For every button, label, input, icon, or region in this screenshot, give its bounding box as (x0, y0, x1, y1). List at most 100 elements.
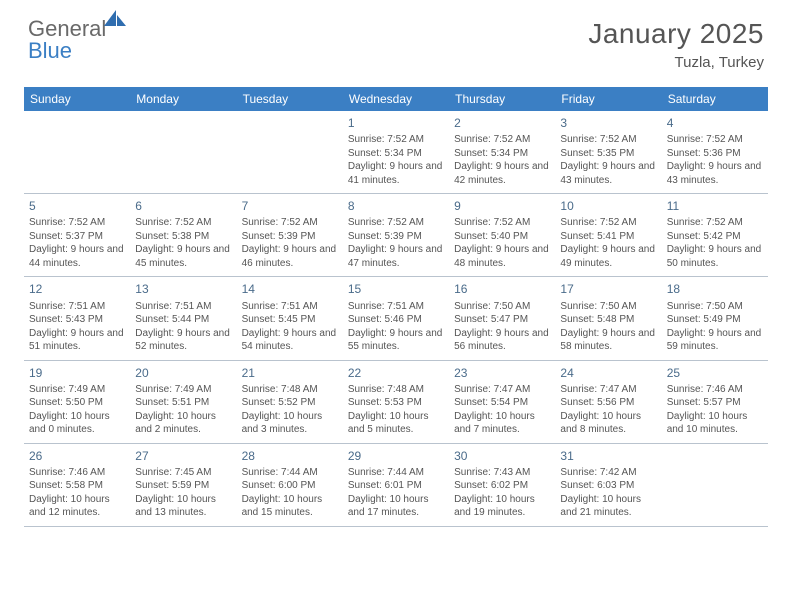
sunrise-line: Sunrise: 7:50 AM (560, 300, 656, 314)
daylight-line: Daylight: 9 hours and 59 minutes. (667, 327, 763, 354)
sunset-line: Sunset: 5:36 PM (667, 147, 763, 161)
sunrise-line: Sunrise: 7:44 AM (242, 466, 338, 480)
sunrise-line: Sunrise: 7:52 AM (454, 216, 550, 230)
sunrise-line: Sunrise: 7:46 AM (667, 383, 763, 397)
sunset-line: Sunset: 5:38 PM (135, 230, 231, 244)
sunset-line: Sunset: 5:34 PM (348, 147, 444, 161)
sunrise-line: Sunrise: 7:52 AM (560, 216, 656, 230)
calendar-day-cell: 21Sunrise: 7:48 AMSunset: 5:52 PMDayligh… (237, 360, 343, 443)
logo: General Blue (28, 18, 126, 62)
calendar-day-cell: 12Sunrise: 7:51 AMSunset: 5:43 PMDayligh… (24, 277, 130, 360)
weekday-header: Wednesday (343, 87, 449, 111)
sunrise-line: Sunrise: 7:52 AM (348, 216, 444, 230)
calendar-empty-cell (24, 111, 130, 194)
sunset-line: Sunset: 5:42 PM (667, 230, 763, 244)
day-number: 30 (454, 448, 550, 464)
daylight-line: Daylight: 9 hours and 51 minutes. (29, 327, 125, 354)
calendar-day-cell: 5Sunrise: 7:52 AMSunset: 5:37 PMDaylight… (24, 194, 130, 277)
sunrise-line: Sunrise: 7:52 AM (242, 216, 338, 230)
calendar-day-cell: 17Sunrise: 7:50 AMSunset: 5:48 PMDayligh… (555, 277, 661, 360)
sunset-line: Sunset: 5:59 PM (135, 479, 231, 493)
sunrise-line: Sunrise: 7:43 AM (454, 466, 550, 480)
calendar-week-row: 1Sunrise: 7:52 AMSunset: 5:34 PMDaylight… (24, 111, 768, 194)
sunset-line: Sunset: 6:01 PM (348, 479, 444, 493)
day-number: 16 (454, 281, 550, 297)
location-label: Tuzla, Turkey (588, 54, 764, 71)
calendar-day-cell: 8Sunrise: 7:52 AMSunset: 5:39 PMDaylight… (343, 194, 449, 277)
weekday-header-row: SundayMondayTuesdayWednesdayThursdayFrid… (24, 87, 768, 111)
daylight-line: Daylight: 10 hours and 10 minutes. (667, 410, 763, 437)
sunrise-line: Sunrise: 7:51 AM (348, 300, 444, 314)
day-number: 28 (242, 448, 338, 464)
calendar-week-row: 5Sunrise: 7:52 AMSunset: 5:37 PMDaylight… (24, 194, 768, 277)
sunrise-line: Sunrise: 7:51 AM (242, 300, 338, 314)
header: General Blue January 2025 Tuzla, Turkey (0, 0, 792, 77)
calendar-day-cell: 16Sunrise: 7:50 AMSunset: 5:47 PMDayligh… (449, 277, 555, 360)
day-number: 2 (454, 115, 550, 131)
calendar-day-cell: 3Sunrise: 7:52 AMSunset: 5:35 PMDaylight… (555, 111, 661, 194)
weekday-header: Sunday (24, 87, 130, 111)
sunset-line: Sunset: 5:34 PM (454, 147, 550, 161)
daylight-line: Daylight: 10 hours and 21 minutes. (560, 493, 656, 520)
sunrise-line: Sunrise: 7:50 AM (454, 300, 550, 314)
sunrise-line: Sunrise: 7:51 AM (29, 300, 125, 314)
sunrise-line: Sunrise: 7:52 AM (667, 133, 763, 147)
sunset-line: Sunset: 5:57 PM (667, 396, 763, 410)
daylight-line: Daylight: 10 hours and 17 minutes. (348, 493, 444, 520)
day-number: 1 (348, 115, 444, 131)
day-number: 13 (135, 281, 231, 297)
calendar-day-cell: 1Sunrise: 7:52 AMSunset: 5:34 PMDaylight… (343, 111, 449, 194)
sunrise-line: Sunrise: 7:52 AM (348, 133, 444, 147)
calendar-empty-cell (130, 111, 236, 194)
calendar-day-cell: 9Sunrise: 7:52 AMSunset: 5:40 PMDaylight… (449, 194, 555, 277)
day-number: 23 (454, 365, 550, 381)
sunset-line: Sunset: 6:03 PM (560, 479, 656, 493)
calendar-day-cell: 20Sunrise: 7:49 AMSunset: 5:51 PMDayligh… (130, 360, 236, 443)
sunset-line: Sunset: 5:41 PM (560, 230, 656, 244)
day-number: 4 (667, 115, 763, 131)
sunset-line: Sunset: 6:00 PM (242, 479, 338, 493)
sunset-line: Sunset: 6:02 PM (454, 479, 550, 493)
daylight-line: Daylight: 10 hours and 3 minutes. (242, 410, 338, 437)
daylight-line: Daylight: 9 hours and 58 minutes. (560, 327, 656, 354)
daylight-line: Daylight: 9 hours and 43 minutes. (667, 160, 763, 187)
daylight-line: Daylight: 9 hours and 55 minutes. (348, 327, 444, 354)
daylight-line: Daylight: 10 hours and 15 minutes. (242, 493, 338, 520)
sunset-line: Sunset: 5:47 PM (454, 313, 550, 327)
sunrise-line: Sunrise: 7:52 AM (667, 216, 763, 230)
sunset-line: Sunset: 5:40 PM (454, 230, 550, 244)
calendar-day-cell: 6Sunrise: 7:52 AMSunset: 5:38 PMDaylight… (130, 194, 236, 277)
sunset-line: Sunset: 5:44 PM (135, 313, 231, 327)
day-number: 19 (29, 365, 125, 381)
day-number: 26 (29, 448, 125, 464)
daylight-line: Daylight: 10 hours and 7 minutes. (454, 410, 550, 437)
calendar-day-cell: 27Sunrise: 7:45 AMSunset: 5:59 PMDayligh… (130, 443, 236, 526)
daylight-line: Daylight: 9 hours and 42 minutes. (454, 160, 550, 187)
calendar-day-cell: 13Sunrise: 7:51 AMSunset: 5:44 PMDayligh… (130, 277, 236, 360)
sunrise-line: Sunrise: 7:52 AM (560, 133, 656, 147)
weekday-header: Friday (555, 87, 661, 111)
calendar-day-cell: 22Sunrise: 7:48 AMSunset: 5:53 PMDayligh… (343, 360, 449, 443)
day-number: 20 (135, 365, 231, 381)
sunset-line: Sunset: 5:37 PM (29, 230, 125, 244)
day-number: 31 (560, 448, 656, 464)
calendar-day-cell: 11Sunrise: 7:52 AMSunset: 5:42 PMDayligh… (662, 194, 768, 277)
day-number: 18 (667, 281, 763, 297)
day-number: 8 (348, 198, 444, 214)
daylight-line: Daylight: 10 hours and 13 minutes. (135, 493, 231, 520)
day-number: 9 (454, 198, 550, 214)
sunrise-line: Sunrise: 7:52 AM (29, 216, 125, 230)
sunrise-line: Sunrise: 7:48 AM (242, 383, 338, 397)
calendar-day-cell: 23 Sunrise: 7:47 AMSunset: 5:54 PMDayligh… (449, 360, 555, 443)
daylight-line: Daylight: 9 hours and 49 minutes. (560, 243, 656, 270)
calendar-day-cell: 26Sunrise: 7:46 AMSunset: 5:58 PMDayligh… (24, 443, 130, 526)
calendar-day-cell: 7Sunrise: 7:52 AMSunset: 5:39 PMDaylight… (237, 194, 343, 277)
daylight-line: Daylight: 10 hours and 12 minutes. (29, 493, 125, 520)
sunrise-line: Sunrise: 7:47 AM (454, 383, 550, 397)
sunset-line: Sunset: 5:53 PM (348, 396, 444, 410)
sunrise-line: Sunrise: 7:50 AM (667, 300, 763, 314)
calendar-day-cell: 10Sunrise: 7:52 AMSunset: 5:41 PMDayligh… (555, 194, 661, 277)
daylight-line: Daylight: 9 hours and 54 minutes. (242, 327, 338, 354)
calendar-day-cell: 14Sunrise: 7:51 AMSunset: 5:45 PMDayligh… (237, 277, 343, 360)
sunset-line: Sunset: 5:54 PM (454, 396, 550, 410)
